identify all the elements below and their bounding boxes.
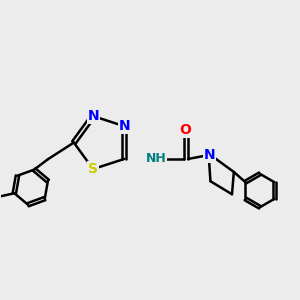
Text: N: N [204,148,215,162]
Text: N: N [118,119,130,133]
Text: O: O [180,123,191,137]
Text: N: N [87,109,99,123]
Text: NH: NH [146,152,166,165]
Text: S: S [88,162,98,176]
